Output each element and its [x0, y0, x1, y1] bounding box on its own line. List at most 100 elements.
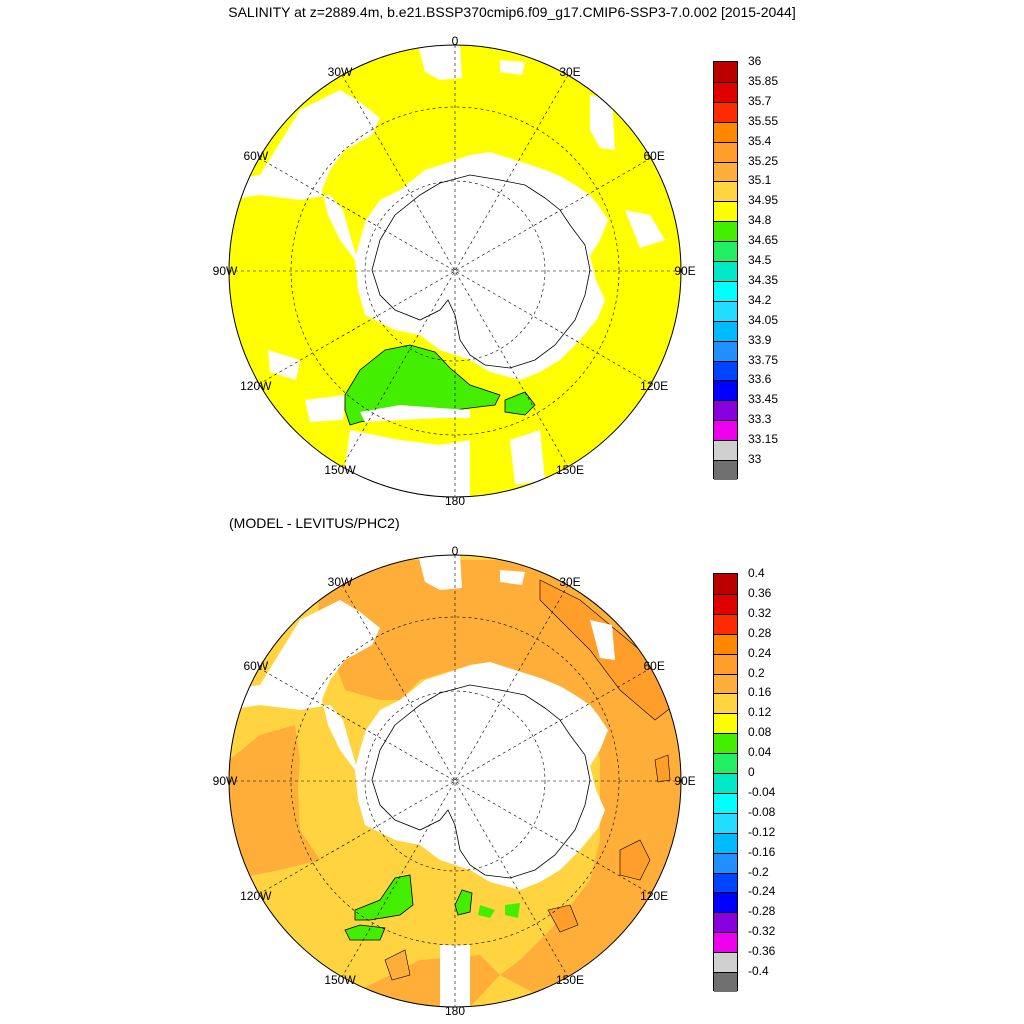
colorbar-separator: [714, 121, 737, 123]
colorbar-tick-label: -0.36: [748, 944, 776, 959]
colorbar-cell: [714, 81, 737, 103]
colorbar-cell: [714, 892, 737, 913]
colorbar-separator: [714, 653, 737, 655]
colorbar-separator: [714, 773, 737, 775]
longitude-label: 30E: [559, 574, 581, 589]
colorbar-cell: [714, 852, 737, 874]
colorbar-cell: [714, 574, 737, 595]
colorbar-tick-label: 34.5: [748, 253, 772, 268]
colorbar-tick-label: 0.2: [748, 665, 765, 680]
longitude-label: 30W: [327, 64, 353, 79]
colorbar-cell: [714, 360, 737, 381]
colorbar-tick-label: 0.4: [748, 566, 765, 580]
colorbar-cell: [714, 952, 737, 973]
colorbar-cell: [714, 340, 737, 362]
colorbar-separator: [714, 633, 737, 635]
longitude-label: 60E: [643, 659, 665, 673]
colorbar-separator: [714, 952, 737, 954]
colorbar-separator: [714, 912, 737, 914]
colorbar-cell: [714, 773, 737, 794]
colorbar-separator: [714, 300, 737, 302]
colorbar-separator: [714, 892, 737, 894]
longitude-label: 0: [451, 544, 459, 558]
longitude-label: 0: [451, 34, 459, 48]
colorbar-tick-label: -0.4: [748, 964, 769, 979]
colorbar-tick-label: 33.15: [748, 432, 779, 447]
colorbar-separator: [714, 81, 737, 83]
colorbar-separator: [714, 753, 737, 755]
colorbar-cell: [714, 972, 737, 993]
colorbar-cell: [714, 693, 737, 714]
colorbar-cell: [714, 161, 737, 182]
colorbar-tick-label: 34.65: [748, 233, 779, 248]
colorbar-cell: [714, 593, 737, 615]
colorbar-tick-label: -0.12: [748, 824, 776, 839]
colorbar-tick-label: 34.8: [748, 213, 772, 228]
colorbar-separator: [714, 261, 737, 263]
colorbar-cell: [714, 832, 737, 854]
colorbar-separator: [714, 792, 737, 794]
colorbar-tick-label: 35.85: [748, 73, 779, 88]
colorbar-tick-label: -0.28: [748, 904, 776, 919]
colorbar-separator: [714, 141, 737, 143]
colorbar-cell: [714, 320, 737, 342]
colorbar-tick-label: -0.24: [748, 884, 776, 899]
longitude-label: 150E: [555, 973, 585, 988]
colorbar-cell: [714, 653, 737, 674]
longitude-label: 90E: [674, 264, 696, 278]
colorbar-tick-label: 0.36: [748, 585, 772, 600]
colorbar-cell: [714, 733, 737, 754]
colorbar-cell: [714, 141, 737, 162]
colorbar-tick-label: 35.1: [748, 173, 772, 188]
colorbar-cell: [714, 673, 737, 694]
colorbar-tick-label: -0.16: [748, 844, 776, 859]
colorbar-tick-label: 35.7: [748, 93, 772, 108]
colorbar-cell: [714, 713, 737, 734]
colorbar-tick-label: 0.12: [748, 705, 772, 720]
colorbar-separator: [714, 593, 737, 595]
colorbar-separator: [714, 400, 737, 402]
land-mask-south-america: [229, 90, 608, 380]
colorbar-cell: [714, 62, 737, 83]
longitude-label: 30E: [559, 64, 581, 79]
colorbar-tick-label: 0.28: [748, 625, 772, 640]
colorbar-separator: [714, 420, 737, 422]
colorbar-separator: [714, 872, 737, 874]
colorbar-tick-label: 33.75: [748, 352, 779, 367]
colorbar-cell: [714, 241, 737, 262]
colorbar-cell: [714, 280, 737, 302]
colorbar-separator: [714, 852, 737, 854]
colorbar-separator: [714, 201, 737, 203]
colorbar-separator: [714, 101, 737, 103]
longitude-label: 180: [444, 1004, 466, 1018]
colorbar-tick-label: 0.08: [748, 725, 772, 740]
colorbar-cell: [714, 753, 737, 774]
longitude-label: 120W: [240, 889, 272, 903]
colorbar-tick-label: 34.2: [748, 292, 772, 307]
longitude-label: 90E: [674, 774, 696, 788]
colorbar-separator: [714, 380, 737, 382]
colorbar-tick-label: 36: [748, 54, 762, 68]
colorbar-cell: [714, 872, 737, 893]
colorbar-tick-label: 0.24: [748, 645, 772, 660]
colorbar-tick-label: 34.95: [748, 193, 779, 208]
colorbar-tick-label: -0.08: [748, 804, 776, 819]
longitude-label: 60W: [243, 149, 269, 163]
colorbar-tick-label: 35.55: [748, 113, 779, 128]
colorbar-tick-label: 0.16: [748, 685, 772, 700]
colorbar-separator: [714, 460, 737, 462]
colorbar-separator: [714, 812, 737, 814]
colorbar-separator: [714, 613, 737, 615]
longitude-label: 180: [444, 494, 466, 508]
colorbar-cell: [714, 932, 737, 953]
colorbar-cell: [714, 613, 737, 635]
colorbar-tick-label: 33.3: [748, 412, 772, 427]
colorbar-tick-label: -0.2: [748, 864, 769, 879]
colorbar-cell: [714, 101, 737, 123]
colorbar-separator: [714, 733, 737, 735]
colorbar-cell: [714, 912, 737, 933]
colorbar-tick-label: 34.05: [748, 312, 779, 327]
colorbar-separator: [714, 181, 737, 183]
